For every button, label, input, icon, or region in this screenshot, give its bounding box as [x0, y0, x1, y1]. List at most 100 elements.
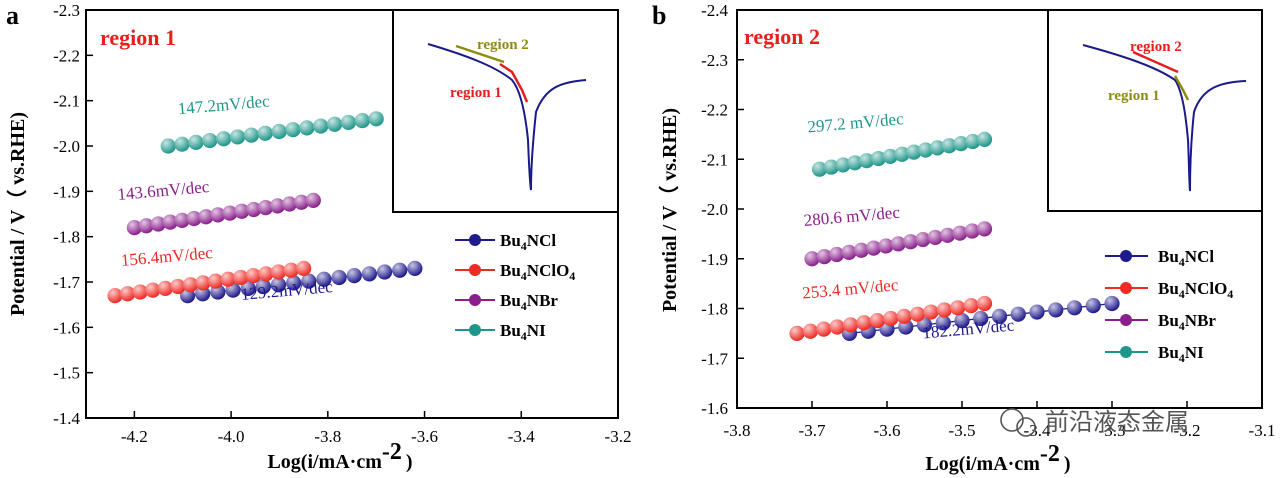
panel-b-inset-frame	[1047, 9, 1263, 212]
data-point	[915, 231, 931, 248]
data-point	[991, 308, 1008, 324]
panel-b-inset-region2-label: region 2	[1130, 39, 1182, 55]
legend-marker	[469, 234, 481, 246]
panel-b-inset-region1-line	[1173, 75, 1190, 101]
x-tick-label: -3.8	[724, 421, 751, 440]
legend-label: Bu4NI	[500, 321, 546, 343]
data-point	[240, 280, 256, 296]
panel-b-inset-region1-label: region 1	[1108, 88, 1160, 104]
data-point	[906, 144, 922, 160]
data-point	[145, 282, 161, 298]
data-point	[866, 240, 882, 256]
data-point	[157, 280, 173, 296]
data-point	[923, 304, 939, 320]
data-point	[909, 306, 926, 322]
panel-a-y-axis-label: Potential / V（ vs.RHE)	[6, 112, 29, 316]
legend-item-bu4ni: Bu4NI	[1105, 343, 1204, 365]
panel-a-y-ticks: -1.4 -1.5 -1.6 -1.7 -1.8 -1.9 -2.0 -2.1 -2.2 -2.3	[53, 1, 93, 428]
data-point	[927, 229, 943, 246]
data-point	[902, 234, 919, 250]
data-point	[331, 269, 347, 286]
panel-b-letter: b	[652, 1, 666, 30]
data-point	[132, 284, 148, 300]
data-point	[198, 209, 214, 225]
x-tick-label: -3.3	[1099, 421, 1126, 440]
data-point	[368, 111, 384, 127]
panel-a-inset-region1-line	[499, 62, 529, 103]
wechat-icon	[1000, 408, 1024, 432]
series-bu4ni: 147.2mV/dec	[160, 91, 384, 154]
data-point	[963, 298, 979, 314]
data-point	[917, 142, 934, 158]
data-point	[245, 268, 261, 284]
data-point	[870, 150, 887, 167]
data-point	[952, 225, 968, 241]
data-point	[195, 275, 211, 291]
data-point	[954, 312, 970, 329]
data-point	[976, 221, 993, 237]
y-tick-label: -1.4	[53, 409, 80, 428]
panel-b-x-axis-label: Log(i/mA·cm-2)	[925, 441, 1070, 475]
data-point	[150, 216, 166, 232]
panel-b-inset-tafel-curve	[1082, 44, 1247, 192]
data-point	[202, 132, 218, 149]
data-point	[188, 134, 204, 150]
slope-label: 147.2mV/dec	[177, 91, 271, 118]
data-point	[182, 277, 199, 293]
data-point	[878, 238, 894, 254]
panel-a-letter: a	[6, 1, 19, 30]
data-point	[935, 315, 951, 331]
data-point	[119, 286, 136, 302]
data-point	[890, 236, 906, 252]
data-point	[216, 131, 232, 147]
data-point	[316, 271, 332, 287]
panel-a-inset-frame	[392, 9, 619, 213]
legend-marker	[1120, 250, 1132, 262]
data-point	[802, 323, 818, 339]
data-point	[283, 262, 299, 278]
slope-label: 253.4 mV/dec	[801, 275, 899, 302]
data-point	[936, 302, 952, 318]
panel-a: a region 1 -1.4-1.5-1.6-1.7-1.8-1.9-2.0-…	[6, 1, 631, 473]
data-point	[326, 116, 343, 132]
data-point	[340, 114, 357, 131]
data-point	[973, 310, 989, 327]
watermark: 前沿液态金属	[1000, 408, 1189, 437]
legend-marker	[469, 324, 481, 336]
data-point	[964, 223, 980, 239]
y-tick-label: -1.7	[701, 349, 728, 368]
data-point	[842, 317, 859, 333]
data-point	[816, 249, 832, 265]
data-point	[270, 277, 287, 293]
data-point	[841, 244, 857, 260]
data-point	[313, 118, 329, 134]
panel-b-y-ticks: -1.6 -1.7 -1.8 -1.9 -2.0 -2.1 -2.2 -2.3 -2.4	[701, 1, 744, 418]
y-tick-label: -1.8	[701, 300, 728, 319]
series-bu4nclo4: 156.4mV/dec	[107, 243, 312, 304]
legend-label: Bu4NI	[1158, 343, 1204, 365]
data-point	[1104, 295, 1120, 312]
data-point	[896, 308, 912, 324]
series-bu4ncl: 182.2mV/dec	[841, 295, 1120, 342]
data-point	[939, 227, 956, 243]
slope-label: 143.6mV/dec	[117, 177, 211, 204]
data-point	[847, 155, 863, 171]
panel-a-legend: Bu4NCl Bu4NClO4 Bu4NBr Bu4NI	[455, 231, 575, 343]
legend-marker	[1120, 346, 1132, 358]
data-point	[789, 325, 805, 341]
slope-label: 280.6 mV/dec	[803, 203, 901, 230]
x-tick-label: -4.2	[121, 427, 148, 446]
data-point	[293, 194, 309, 210]
data-point	[286, 275, 302, 291]
panel-a-inset-region2-label: region 2	[477, 37, 529, 53]
y-tick-label: -2.3	[701, 51, 728, 70]
slope-label: 182.2mV/dec	[922, 315, 1016, 342]
data-point	[346, 268, 362, 284]
data-point	[138, 218, 154, 234]
data-point	[296, 260, 312, 276]
y-tick-label: -2.0	[53, 137, 80, 156]
slope-label: 297.2 mV/dec	[807, 109, 905, 136]
data-point	[162, 214, 178, 230]
data-point	[392, 262, 408, 278]
x-tick-label: -3.2	[605, 427, 632, 446]
